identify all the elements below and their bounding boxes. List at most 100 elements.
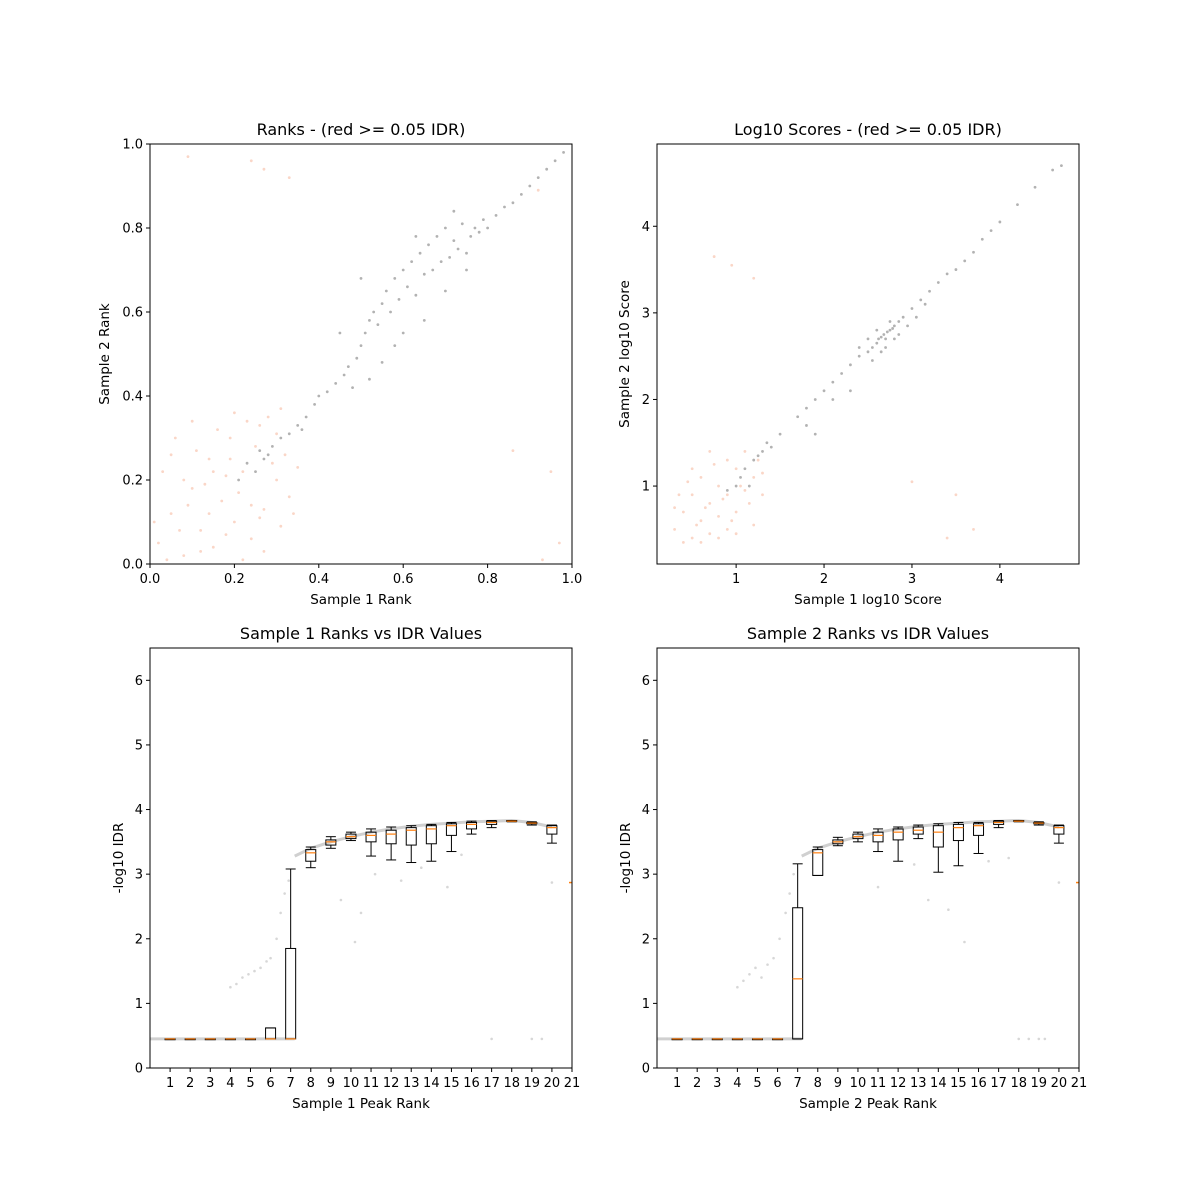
s2-outlier-point [947,908,950,911]
s2-box-body [792,907,804,1040]
ranks-pass-point [465,268,468,272]
ranks-pass-point [325,390,329,394]
ranks-pass-point [313,403,316,406]
scores-pass-point [877,337,880,341]
scores-pass-point [1033,185,1037,189]
scores-fail-point [730,519,734,523]
ranks-pass-point [363,331,367,335]
scores-fail-point [761,471,764,475]
scores-fail-point [681,510,685,514]
s1-ylabel: -log10 IDR [111,823,127,894]
s2-outlier-point [766,963,769,966]
ranks-fail-point [245,419,249,423]
s1-xtick-label: 11 [363,1076,380,1091]
ranks-pass-point [422,319,426,322]
scores-fail-point [743,450,747,453]
s1-xtick-label: 3 [206,1076,214,1091]
scores-fail-point [721,497,725,501]
ranks-xtick-label: 0.0 [140,572,161,587]
s2-outlier-point [778,937,781,941]
ranks-fail-point [224,474,228,478]
ranks-fail-point [207,512,211,515]
ranks-fail-point [173,436,177,440]
scores-fail-point [699,540,703,544]
scores-pass-point [928,289,931,293]
scores-pass-point [906,324,909,328]
s1-xtick-label: 9 [327,1076,335,1091]
s2-xtick-label: 14 [930,1076,947,1091]
ranks-fail-point [195,449,198,452]
scores-pass-point [972,250,975,254]
scores-pass-point [761,450,764,453]
scores-title: Log10 Scores - (red >= 0.05 IDR) [734,120,1002,139]
ranks-fail-point [224,533,228,536]
ranks-title: Ranks - (red >= 0.05 IDR) [257,120,466,139]
ranks-pass-point [511,201,515,205]
scores-pass-point [888,328,892,332]
ranks-pass-point [406,285,409,289]
ranks-fail-point [283,453,287,457]
scores-fail-point [681,540,685,544]
s2-xtick-label: 18 [1010,1076,1027,1091]
scores-fail-point [708,501,712,505]
s1-outlier-point [540,1037,544,1041]
s2-ytick-label: 1 [642,997,650,1012]
scores-pass-point [891,327,895,330]
scores-fail-point [743,488,747,492]
s2-outlier-point [788,892,791,895]
ranks-panel: Ranks - (red >= 0.05 IDR) 0.00.20.40.60.… [97,120,582,608]
scores-pass-point [866,350,870,354]
ranks-pass-point [418,251,422,255]
ranks-fail-point [216,428,219,431]
ranks-fail-point [186,503,190,507]
s2-box-body [952,823,964,842]
scores-fail-point [752,476,756,479]
scores-fail-point [954,493,958,497]
ranks-fail-point [178,529,181,532]
scores-pass-point [813,398,817,401]
ranks-fail-point [186,155,190,159]
s2-ytick-label: 2 [642,932,650,947]
scores-axes-frame [656,143,1080,565]
scores-pass-point [885,330,889,334]
ranks-pass-point [452,239,456,243]
s1-xtick-label: 8 [307,1076,315,1091]
ranks-pass-point [562,151,565,154]
ranks-fail-point [254,445,257,448]
ranks-pass-point [254,470,257,473]
scores-fail-point [725,493,729,497]
s1-outlier-point [373,872,377,876]
ranks-xtick-label: 0.8 [477,572,498,587]
s1-outlier-point [460,853,463,857]
scores-pass-point [882,333,886,336]
s2-ytick-label: 5 [642,738,650,753]
scores-pass-point [778,432,782,436]
ranks-fail-point [199,550,203,553]
s1-outlier-point [235,982,238,986]
scores-pass-point [734,484,738,488]
s1-outlier-point [253,969,256,973]
s1-xlabel: Sample 1 Peak Rank [292,1096,430,1112]
s2-xtick-label: 10 [850,1076,867,1091]
scores-xtick-label: 4 [996,572,1004,587]
ranks-pass-point [262,457,266,461]
ranks-fail-point [157,541,160,545]
scores-pass-point [752,458,756,462]
s1-outlier-point [247,973,250,976]
scores-pass-point [901,315,905,319]
ranks-fail-point [258,516,262,520]
ranks-fail-point [262,167,266,171]
s1-outlier-point [241,976,244,979]
ranks-pass-point [334,382,338,385]
s2-outlier-point [754,966,757,970]
ranks-pass-point [435,235,439,238]
scores-fail-point [712,463,716,466]
ranks-pass-point [422,272,426,276]
ranks-xtick-label: 0.4 [308,572,329,587]
ranks-fail-point [161,470,165,473]
scores-pass-point [875,328,879,332]
